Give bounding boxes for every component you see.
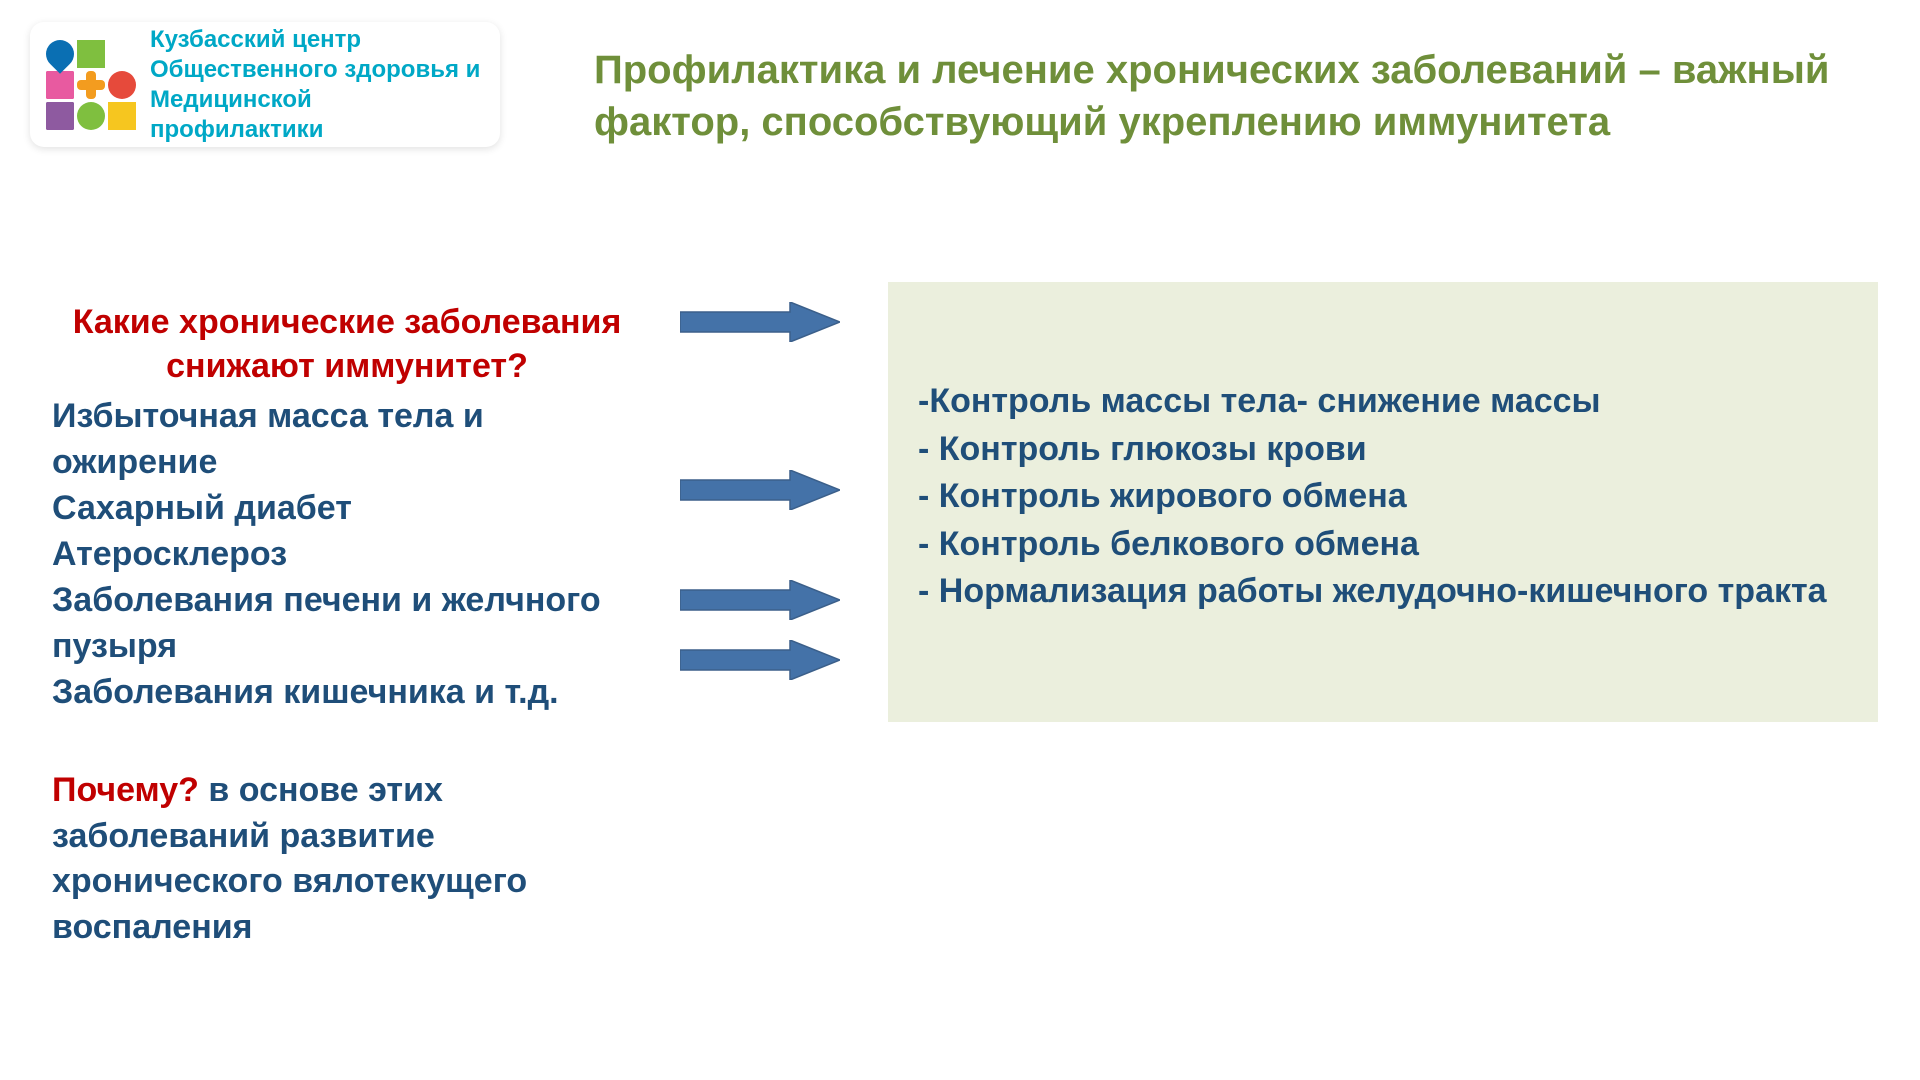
- disease-item: Сахарный диабет: [52, 486, 642, 532]
- logo-shape-icon: [77, 102, 105, 130]
- arrow-icon: [680, 470, 840, 510]
- logo-icon-grid: [46, 40, 136, 130]
- logo-shape-icon: [40, 34, 80, 74]
- disease-item: Заболевания кишечника и т.д.: [52, 670, 642, 716]
- recommendation-item: - Контроль глюкозы крови: [918, 426, 1848, 474]
- recommendations-panel: -Контроль массы тела- снижение массы - К…: [888, 282, 1878, 722]
- logo-shape-icon: [77, 71, 105, 99]
- logo-shape-icon: [108, 71, 136, 99]
- question-heading: Какие хронические заболевания снижают им…: [52, 300, 642, 388]
- why-paragraph: Почему? в основе этих заболеваний развит…: [52, 768, 642, 952]
- recommendation-item: - Контроль жирового обмена: [918, 473, 1848, 521]
- disease-item: Атеросклероз: [52, 532, 642, 578]
- left-column: Какие хронические заболевания снижают им…: [52, 300, 642, 951]
- logo-shape-icon: [46, 71, 74, 99]
- recommendation-item: - Нормализация работы желудочно-кишечног…: [918, 568, 1848, 616]
- logo-shape-icon: [77, 40, 105, 68]
- disease-item: Заболевания печени и желчного пузыря: [52, 578, 642, 670]
- arrow-icon: [680, 302, 840, 342]
- arrow-icon: [680, 640, 840, 680]
- logo-line1: Кузбасский центр: [150, 25, 484, 55]
- recommendation-item: -Контроль массы тела- снижение массы: [918, 378, 1848, 426]
- recommendations-list: -Контроль массы тела- снижение массы - К…: [918, 378, 1848, 616]
- logo-shape-icon: [108, 40, 136, 68]
- logo-line2: Общественного здоровья и: [150, 55, 484, 85]
- disease-list: Избыточная масса тела и ожирение Сахарны…: [52, 394, 642, 715]
- logo-shape-icon: [46, 102, 74, 130]
- page-title: Профилактика и лечение хронических забол…: [594, 44, 1854, 148]
- disease-item: Избыточная масса тела и ожирение: [52, 394, 642, 486]
- logo-shape-icon: [108, 102, 136, 130]
- logo-line3: Медицинской профилактики: [150, 85, 484, 145]
- logo-card: Кузбасский центр Общественного здоровья …: [30, 22, 500, 147]
- why-label: Почему?: [52, 771, 199, 809]
- recommendation-item: - Контроль белкового обмена: [918, 521, 1848, 569]
- arrow-icon: [680, 580, 840, 620]
- logo-text: Кузбасский центр Общественного здоровья …: [150, 25, 484, 145]
